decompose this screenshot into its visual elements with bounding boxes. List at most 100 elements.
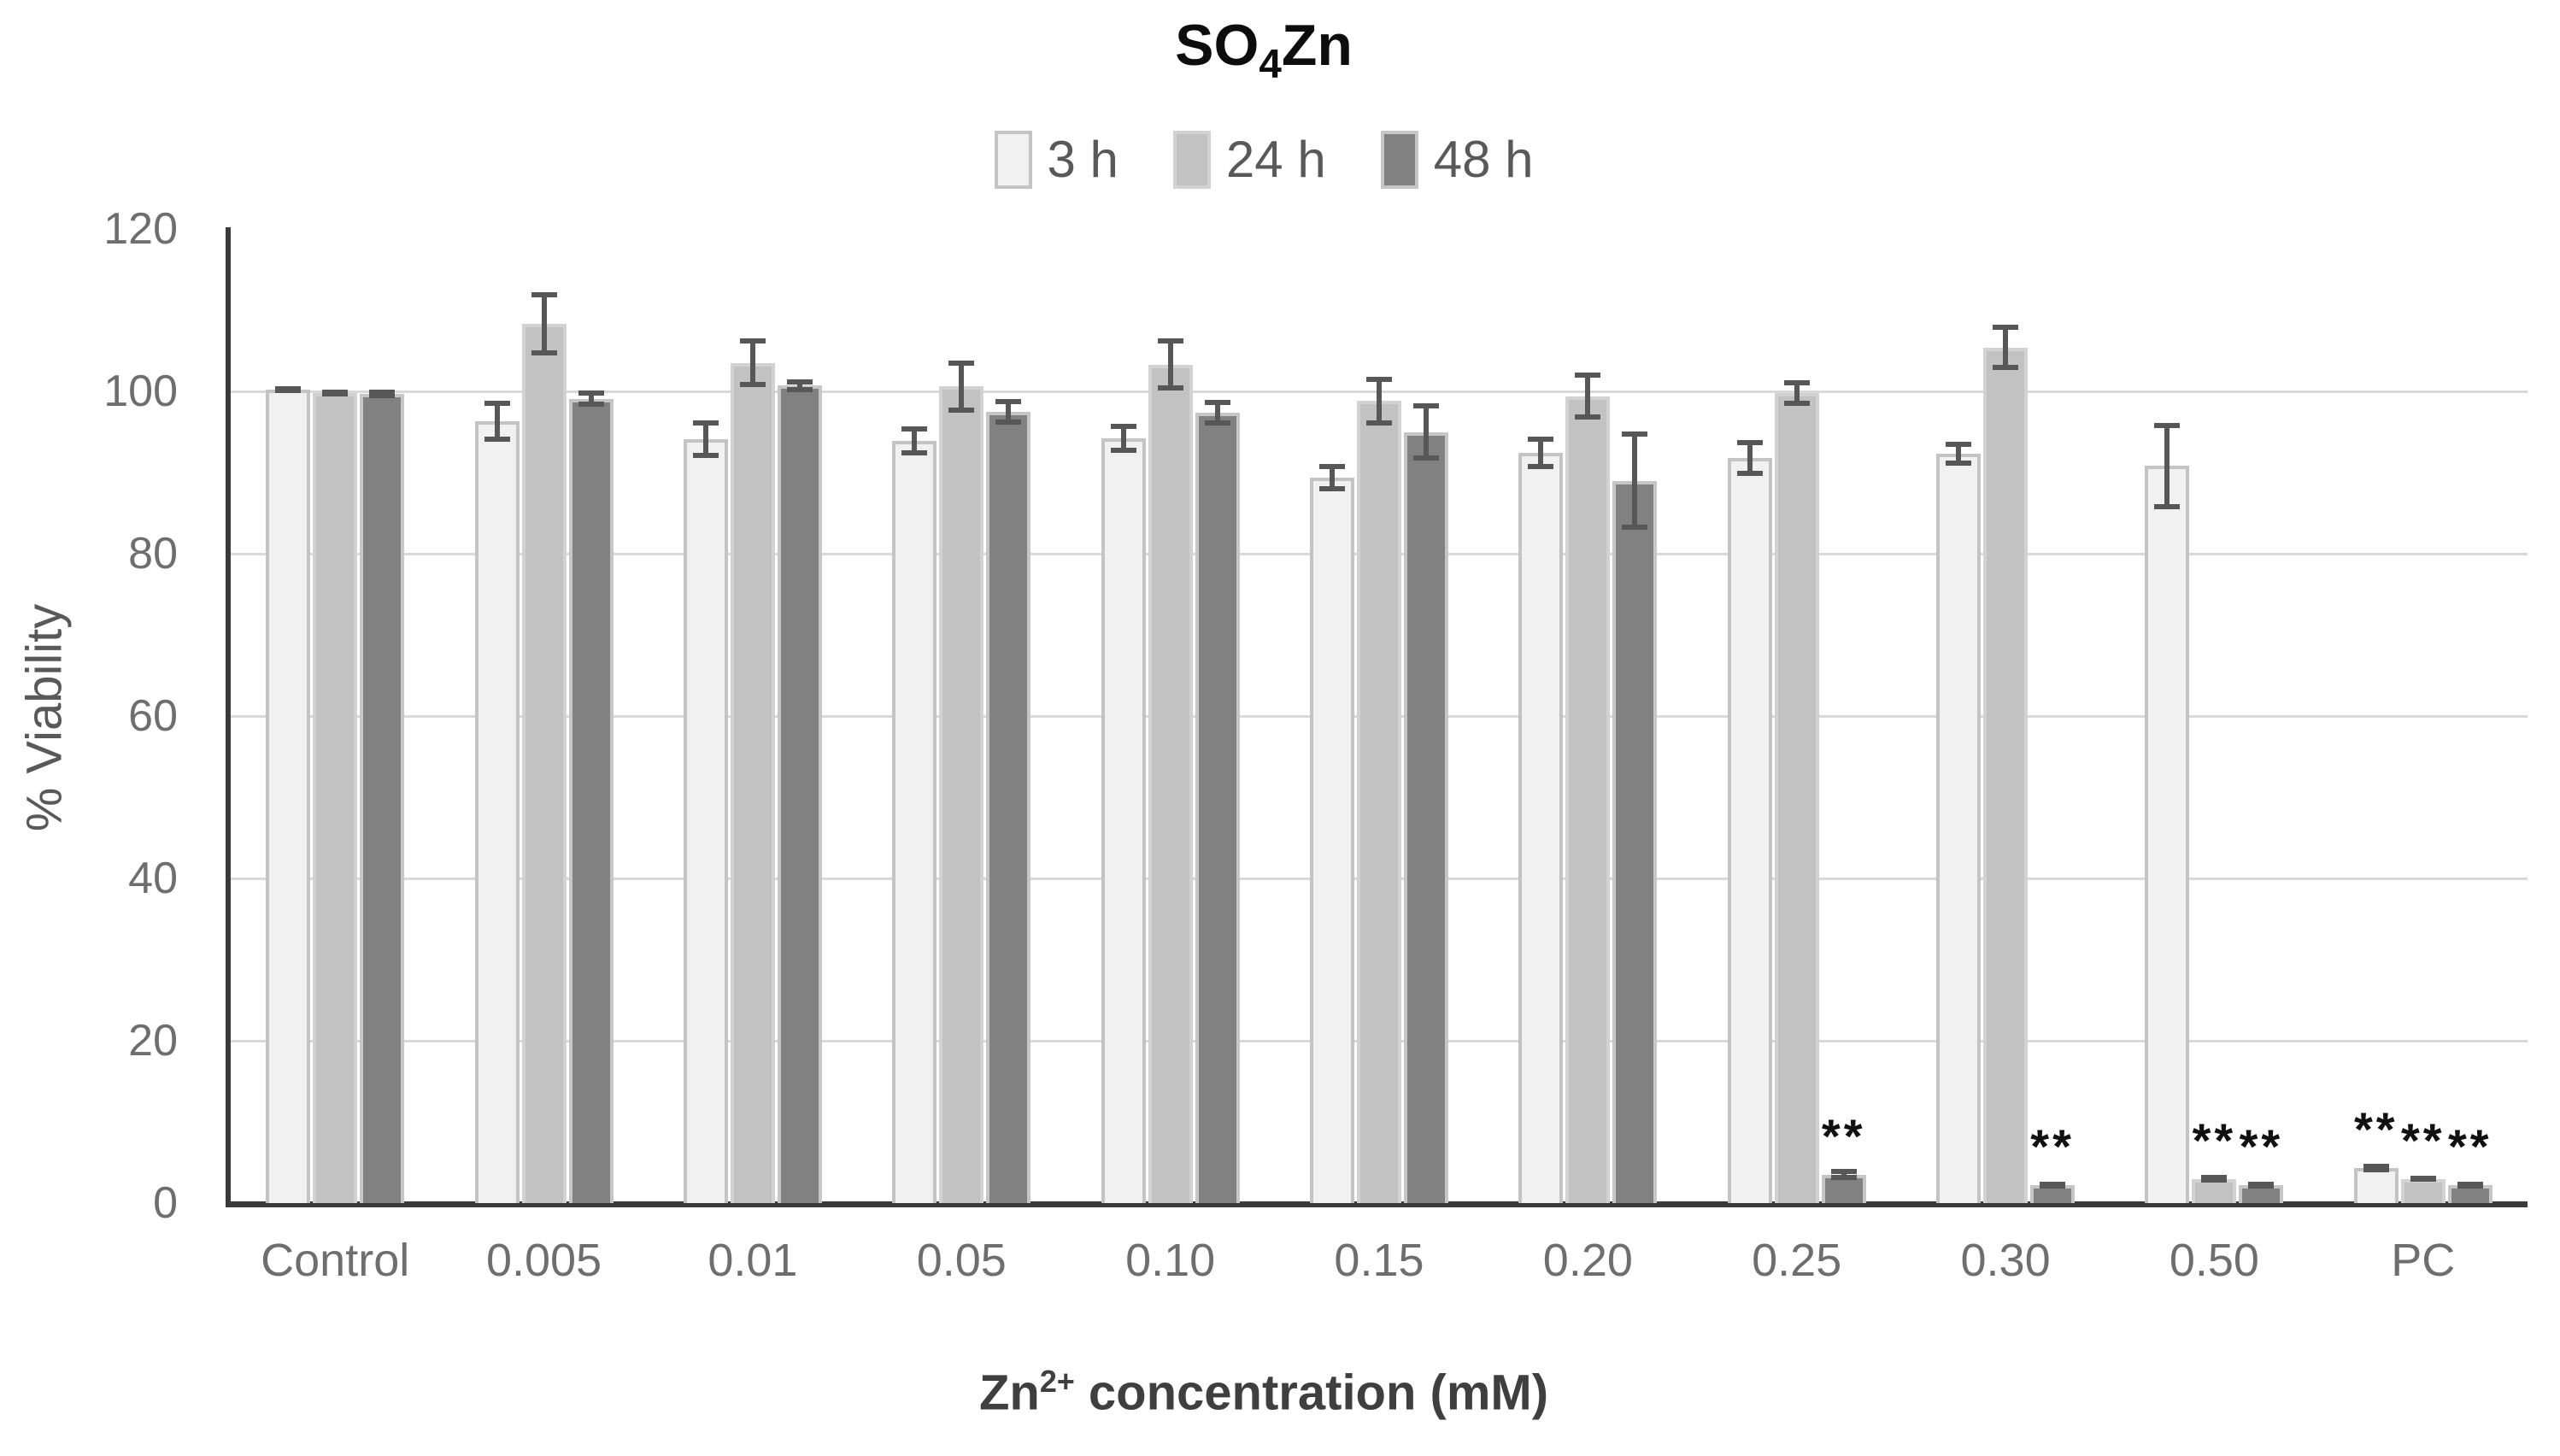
error-cap-24h-pc (2410, 1177, 2436, 1183)
legend-item-3h: 3 h (994, 130, 1119, 189)
error-bar-24h-0.10 (1167, 338, 1173, 391)
error-bar-3h-0.005 (494, 401, 500, 442)
x-axis-title: Zn2+ concentration (mM) (0, 1364, 2528, 1421)
x-axis-title-text-2: concentration (mM) (1074, 1365, 1549, 1421)
bar-3h-pc (2353, 1168, 2399, 1203)
error-cap-3h-0.15 (1318, 463, 1345, 469)
error-cap-3h-0.30 (1946, 461, 1972, 467)
y-tick-label-120: 120 (103, 204, 178, 254)
bar-3h-0.10 (1101, 438, 1146, 1203)
error-cap-3h-0.30 (1946, 441, 1972, 447)
bar-24h-0.20 (1565, 396, 1611, 1203)
bar-48h-control (360, 393, 405, 1203)
bar-48h-0.10 (1195, 412, 1240, 1203)
bar-3h-0.25 (1727, 457, 1772, 1203)
error-cap-48h-0.15 (1412, 455, 1439, 461)
y-tick-label-40: 40 (128, 854, 178, 903)
error-bar-3h-0.50 (2164, 423, 2170, 509)
error-cap-48h-0.20 (1622, 525, 1648, 531)
significance-marker-48h-0.30: ** (2030, 1119, 2075, 1174)
bar-48h-0.005 (568, 398, 614, 1203)
x-tick-label-0.05: 0.05 (916, 1235, 1007, 1286)
bar-group-0.10 (1066, 229, 1274, 1203)
bar-24h-0.30 (1983, 347, 2029, 1203)
error-cap-48h-0.20 (1622, 431, 1648, 437)
error-bar-3h-0.10 (1120, 424, 1126, 454)
error-cap-48h-0.005 (578, 402, 604, 408)
bar-24h-0.25 (1774, 392, 1819, 1203)
error-cap-48h-0.01 (786, 386, 813, 392)
error-cap-24h-0.50 (2201, 1174, 2228, 1180)
bar-group-0.50: ** ** (2110, 229, 2318, 1203)
x-axis-title-superscript: 2+ (1039, 1364, 1075, 1399)
chart-title-text: SO (1175, 13, 1259, 78)
error-cap-48h-0.50 (2248, 1183, 2275, 1189)
bar-3h-0.30 (1936, 454, 1982, 1203)
error-cap-3h-0.20 (1528, 437, 1554, 443)
error-bar-24h-0.05 (959, 360, 965, 413)
bar-group-0.25: ** (1693, 229, 1901, 1203)
error-cap-3h-0.005 (484, 401, 510, 407)
bar-group-0.30: ** (1901, 229, 2110, 1203)
error-cap-24h-0.25 (1783, 401, 1810, 407)
error-bar-3h-0.01 (702, 420, 708, 458)
error-cap-3h-0.05 (901, 450, 928, 456)
x-tick-label-0.10: 0.10 (1125, 1235, 1216, 1286)
x-tick-labels: Control 0.005 0.01 0.05 0.10 0.15 0.20 0.25 0.30… (231, 1234, 2528, 1287)
error-cap-24h-0.30 (1993, 325, 2019, 331)
error-bar-48h-0.10 (1214, 399, 1220, 426)
error-cap-48h-0.10 (1204, 399, 1230, 405)
bar-group-control (231, 229, 439, 1203)
bar-group-pc: ** ** ** (2319, 229, 2528, 1203)
error-bar-24h-0.25 (1794, 379, 1800, 407)
x-tick-label-0.15: 0.15 (1334, 1235, 1424, 1286)
error-cap-24h-0.15 (1365, 376, 1392, 382)
error-cap-3h-0.01 (692, 452, 719, 458)
legend-label-48h: 48 h (1433, 131, 1534, 188)
error-cap-24h-0.15 (1365, 420, 1392, 426)
error-cap-24h-0.20 (1575, 373, 1601, 379)
error-bar-48h-0.20 (1632, 431, 1638, 531)
error-bar-3h-0.30 (1956, 441, 1962, 467)
error-cap-3h-control (275, 387, 302, 393)
error-cap-3h-0.005 (484, 436, 510, 442)
error-bar-48h-0.15 (1423, 403, 1429, 461)
error-cap-3h-0.25 (1736, 470, 1763, 476)
error-cap-48h-0.05 (995, 419, 1022, 425)
error-cap-24h-control (322, 390, 349, 396)
legend-label-3h: 3 h (1047, 131, 1119, 188)
chart-title-subscript: 4 (1259, 41, 1282, 87)
error-bar-24h-0.005 (541, 292, 547, 356)
x-tick-label-control: Control (261, 1235, 410, 1286)
error-cap-24h-0.01 (739, 338, 766, 344)
legend-item-24h: 24 h (1172, 130, 1326, 189)
bar-group-0.005 (439, 229, 648, 1203)
x-tick-label-0.50: 0.50 (2169, 1235, 2259, 1286)
error-bar-48h-0.05 (1006, 398, 1012, 425)
bar-24h-0.01 (730, 362, 775, 1203)
plot-area: ** ** ** ** ** ** ** (231, 229, 2528, 1203)
error-bar-24h-0.30 (2003, 325, 2009, 371)
significance-marker-24h-pc: ** (2401, 1113, 2446, 1167)
x-tick-label-0.005: 0.005 (485, 1235, 602, 1286)
x-axis-line (226, 1201, 2528, 1207)
significance-marker-48h-0.25: ** (1821, 1108, 1866, 1163)
error-cap-3h-pc (2363, 1166, 2389, 1172)
significance-marker-48h-pc: ** (2448, 1119, 2492, 1174)
bar-24h-0.05 (939, 386, 984, 1203)
error-bar-24h-0.20 (1585, 373, 1591, 420)
error-bar-3h-0.05 (912, 426, 918, 456)
error-cap-3h-0.20 (1528, 464, 1554, 470)
bar-3h-0.05 (892, 440, 937, 1203)
bar-group-0.01 (649, 229, 857, 1203)
significance-marker-3h-pc: ** (2354, 1102, 2399, 1157)
legend-swatch-48h (1380, 130, 1418, 189)
error-cap-24h-0.05 (948, 407, 975, 413)
error-cap-24h-0.20 (1575, 414, 1601, 420)
error-cap-3h-0.50 (2154, 423, 2181, 429)
error-cap-3h-0.10 (1110, 424, 1136, 429)
error-cap-48h-control (369, 392, 396, 398)
y-tick-label-20: 20 (128, 1016, 178, 1066)
x-tick-label-pc: PC (2391, 1235, 2456, 1286)
